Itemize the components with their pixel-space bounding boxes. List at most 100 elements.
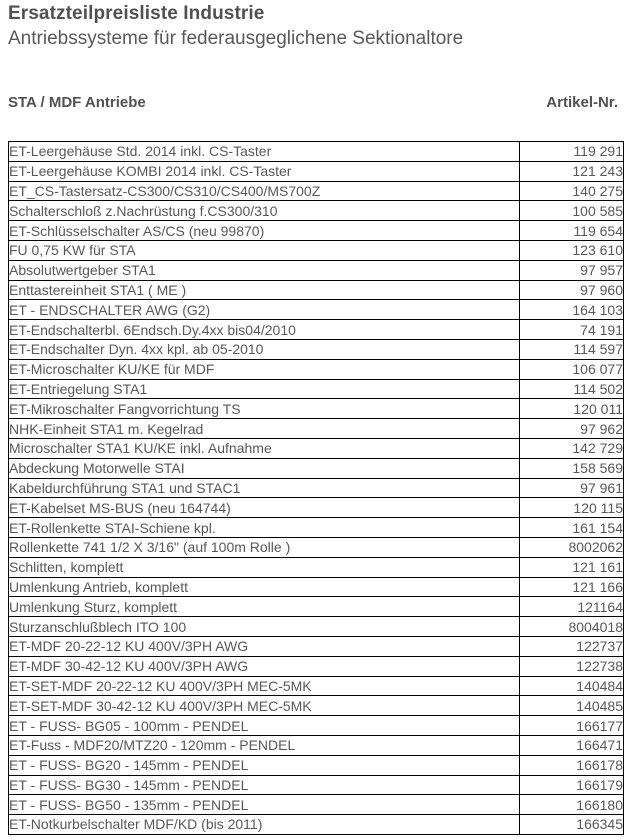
part-name-cell: Kabeldurchführung STA1 und STAC1: [8, 477, 520, 499]
table-row: ET-SET-MDF 20-22-12 KU 400V/3PH MEC-5MK …: [8, 675, 624, 697]
artikel-nr-cell: 142 729: [519, 437, 624, 459]
artikel-nr-cell: 97 960: [519, 279, 624, 301]
table-row: Abdeckung Motorwelle STAI 158 569: [8, 457, 624, 479]
part-name-cell: Umlenkung Sturz, komplett: [8, 596, 520, 618]
part-name-cell: ET-Entriegelung STA1: [8, 378, 520, 400]
artikel-nr-cell: 122738: [519, 655, 624, 677]
artikel-nr-cell: 119 291: [519, 141, 624, 162]
table-row: ET-Microschalter KU/KE für MDF 106 077: [8, 358, 624, 380]
table-row: ET-MDF 30-42-12 KU 400V/3PH AWG 122738: [8, 655, 624, 677]
table-row: ET-Schlüsselschalter AS/CS (neu 99870) 1…: [8, 220, 624, 241]
part-name-cell: ET-MDF 30-42-12 KU 400V/3PH AWG: [8, 655, 520, 677]
table-row: ET - FUSS- BG05 - 100mm - PENDEL 166177: [8, 715, 624, 736]
table-row: ET - FUSS- BG50 - 135mm - PENDEL 166180: [8, 794, 624, 816]
table-row: Absolutwertgeber STA1 97 957: [8, 259, 624, 281]
part-name-cell: ET - FUSS- BG30 - 145mm - PENDEL: [8, 774, 520, 796]
table-row: ET - ENDSCHALTER AWG (G2) 164 103: [8, 299, 624, 321]
artikel-nr-cell: 166177: [519, 715, 624, 736]
part-name-cell: ET-Endschalterbl. 6Endsch.Dy.4xx bis04/2…: [8, 319, 520, 340]
price-table: ET-Leergehäuse Std. 2014 inkl. CS-Taster…: [8, 141, 624, 835]
artikel-nr-cell: 100 585: [519, 200, 624, 222]
table-row: ET-Endschalterbl. 6Endsch.Dy.4xx bis04/2…: [8, 319, 624, 340]
table-row: Rollenkette 741 1/2 X 3/16" (auf 100m Ro…: [8, 536, 624, 558]
table-row: ET-SET-MDF 30-42-12 KU 400V/3PH MEC-5MK …: [8, 695, 624, 717]
part-name-cell: Abdeckung Motorwelle STAI: [8, 457, 520, 479]
table-row: ET-Leergehäuse KOMBI 2014 inkl. CS-Taste…: [8, 160, 624, 182]
part-name-cell: ET - FUSS- BG50 - 135mm - PENDEL: [8, 794, 520, 816]
artikel-nr-cell: 158 569: [519, 457, 624, 479]
part-name-cell: Schlitten, komplett: [8, 556, 520, 578]
part-name-cell: ET-Rollenkette STAI-Schiene kpl.: [8, 517, 520, 538]
part-name-cell: Umlenkung Antrieb, komplett: [8, 576, 520, 598]
part-name-cell: ET-Endschalter Dyn. 4xx kpl. ab 05-2010: [8, 338, 520, 360]
part-name-cell: ET-Leergehäuse Std. 2014 inkl. CS-Taster: [8, 141, 520, 162]
artikel-nr-cell: 120 011: [519, 398, 624, 420]
part-name-cell: Enttastereinheit STA1 ( ME ): [8, 279, 520, 301]
artikel-nr-cell: 164 103: [519, 299, 624, 321]
part-name-cell: Sturzanschlußblech ITO 100: [8, 616, 520, 637]
part-name-cell: ET - FUSS- BG05 - 100mm - PENDEL: [8, 715, 520, 736]
part-name-cell: ET-Microschalter KU/KE für MDF: [8, 358, 520, 380]
part-name-cell: Rollenkette 741 1/2 X 3/16" (auf 100m Ro…: [8, 536, 520, 558]
section-heading: STA / MDF Antriebe: [8, 94, 146, 111]
artikel-nr-cell: 166180: [519, 794, 624, 816]
table-row: ET-MDF 20-22-12 KU 400V/3PH AWG 122737: [8, 635, 624, 657]
artikel-nr-cell: 121 161: [519, 556, 624, 578]
artikel-nr-cell: 97 957: [519, 259, 624, 281]
part-name-cell: Microschalter STA1 KU/KE inkl. Aufnahme: [8, 437, 520, 459]
artikel-nr-cell: 121164: [519, 596, 624, 618]
table-row: Schalterschloß z.Nachrüstung f.CS300/310…: [8, 200, 624, 222]
table-row: NHK-Einheit STA1 m. Kegelrad 97 962: [8, 418, 624, 439]
artikel-nr-cell: 166178: [519, 754, 624, 776]
artikel-nr-cell: 97 961: [519, 477, 624, 499]
part-name-cell: ET-Notkurbelschalter MDF/KD (bis 2011): [8, 814, 520, 835]
part-name-cell: ET - ENDSCHALTER AWG (G2): [8, 299, 520, 321]
artikel-nr-cell: 121 166: [519, 576, 624, 598]
artikel-nr-cell: 120 115: [519, 497, 624, 519]
artikel-nr-cell: 140 275: [519, 180, 624, 202]
artikel-nr-cell: 8004018: [519, 616, 624, 637]
part-name-cell: ET-SET-MDF 20-22-12 KU 400V/3PH MEC-5MK: [8, 675, 520, 697]
artikel-nr-cell: 114 597: [519, 338, 624, 360]
part-name-cell: ET-Schlüsselschalter AS/CS (neu 99870): [8, 220, 520, 241]
table-row: Microschalter STA1 KU/KE inkl. Aufnahme …: [8, 437, 624, 459]
part-name-cell: Absolutwertgeber STA1: [8, 259, 520, 281]
part-name-cell: ET-Fuss - MDF20/MTZ20 - 120mm - PENDEL: [8, 734, 520, 756]
table-row: ET-Kabelset MS-BUS (neu 164744) 120 115: [8, 497, 624, 519]
table-row: ET-Leergehäuse Std. 2014 inkl. CS-Taster…: [8, 141, 624, 162]
part-name-cell: ET-Leergehäuse KOMBI 2014 inkl. CS-Taste…: [8, 160, 520, 182]
table-row: ET-Mikroschalter Fangvorrichtung TS 120 …: [8, 398, 624, 420]
part-name-cell: ET-MDF 20-22-12 KU 400V/3PH AWG: [8, 635, 520, 657]
artikel-nr-cell: 166179: [519, 774, 624, 796]
artikel-nr-cell: 106 077: [519, 358, 624, 380]
artikel-nr-cell: 123 610: [519, 239, 624, 261]
part-name-cell: NHK-Einheit STA1 m. Kegelrad: [8, 418, 520, 439]
artikel-nr-cell: 161 154: [519, 517, 624, 538]
artikel-nr-column-header: Artikel-Nr.: [546, 94, 618, 111]
price-table-body: ET-Leergehäuse Std. 2014 inkl. CS-Taster…: [8, 141, 624, 835]
table-row: Sturzanschlußblech ITO 100 8004018: [8, 616, 624, 637]
table-row: ET-Endschalter Dyn. 4xx kpl. ab 05-2010 …: [8, 338, 624, 360]
artikel-nr-cell: 122737: [519, 635, 624, 657]
section-header-row: STA / MDF Antriebe Artikel-Nr.: [8, 94, 618, 111]
table-row: ET-Notkurbelschalter MDF/KD (bis 2011) 1…: [8, 814, 624, 835]
artikel-nr-cell: 8002062: [519, 536, 624, 558]
table-row: Schlitten, komplett 121 161: [8, 556, 624, 578]
artikel-nr-cell: 121 243: [519, 160, 624, 182]
part-name-cell: ET_CS-Tastersatz-CS300/CS310/CS400/MS700…: [8, 180, 520, 202]
table-row: ET_CS-Tastersatz-CS300/CS310/CS400/MS700…: [8, 180, 624, 202]
part-name-cell: ET-Mikroschalter Fangvorrichtung TS: [8, 398, 520, 420]
part-name-cell: ET - FUSS- BG20 - 145mm - PENDEL: [8, 754, 520, 776]
artikel-nr-cell: 166471: [519, 734, 624, 756]
table-row: ET - FUSS- BG30 - 145mm - PENDEL 166179: [8, 774, 624, 796]
table-row: ET-Entriegelung STA1 114 502: [8, 378, 624, 400]
part-name-cell: Schalterschloß z.Nachrüstung f.CS300/310: [8, 200, 520, 222]
table-row: ET-Fuss - MDF20/MTZ20 - 120mm - PENDEL 1…: [8, 734, 624, 756]
artikel-nr-cell: 114 502: [519, 378, 624, 400]
artikel-nr-cell: 140485: [519, 695, 624, 717]
artikel-nr-cell: 97 962: [519, 418, 624, 439]
table-row: Enttastereinheit STA1 ( ME ) 97 960: [8, 279, 624, 301]
document-title: Ersatzteilpreisliste Industrie: [8, 3, 265, 24]
table-row: FU 0,75 KW für STA 123 610: [8, 239, 624, 261]
